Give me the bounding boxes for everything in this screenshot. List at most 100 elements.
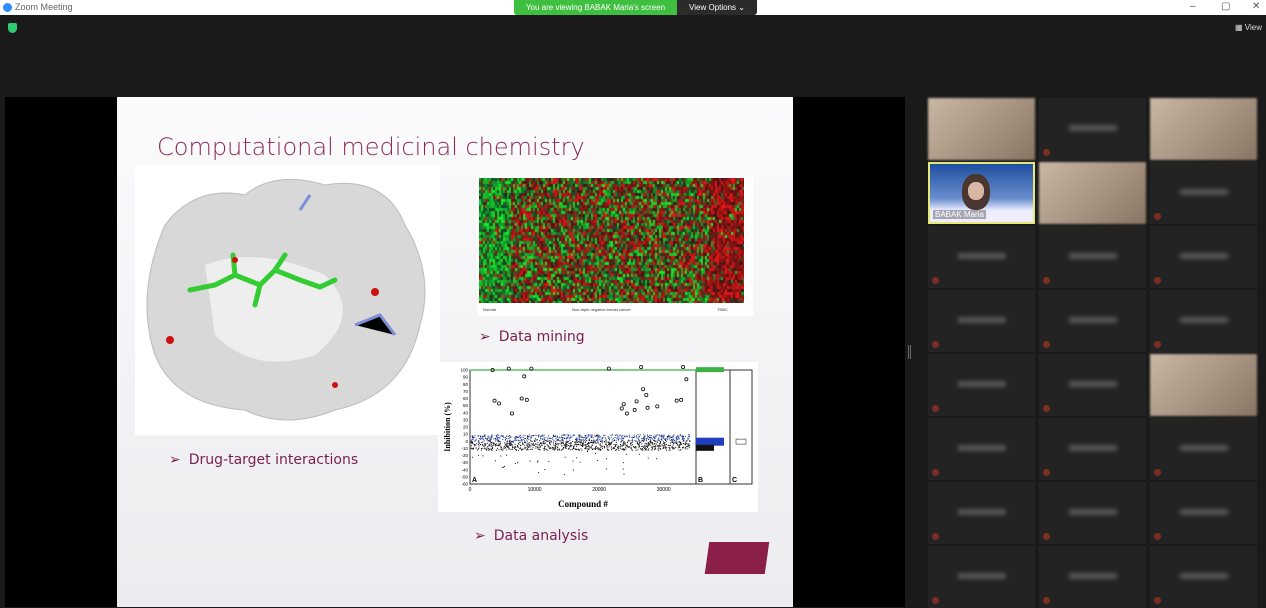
participant-tile[interactable] [1039,418,1146,480]
data-point [649,437,651,439]
data-point [478,454,480,456]
participant-tile[interactable] [1039,546,1146,608]
participant-tile[interactable] [928,226,1035,288]
data-point [678,445,680,447]
data-point [627,446,629,448]
data-point [576,444,578,446]
data-point [518,443,520,445]
data-point [543,443,545,445]
view-options-button[interactable]: View Options ⌄ [677,0,757,15]
data-point [498,434,500,436]
muted-mic-icon [932,341,939,348]
data-point [654,445,656,447]
data-point [514,446,516,448]
participant-tile[interactable] [1150,482,1257,544]
data-point [584,442,586,444]
participant-tile[interactable] [1039,290,1146,352]
panel-c-frame [729,369,753,485]
data-point [601,442,603,444]
participant-tile[interactable] [928,354,1035,416]
data-point [600,449,602,451]
data-point [549,443,551,445]
data-point [503,436,505,438]
data-point [650,444,652,446]
data-point [622,435,624,437]
data-point [524,442,526,444]
data-point [508,440,510,442]
zoom-app-icon [3,3,12,12]
data-point [582,444,584,446]
participant-tile[interactable] [1039,226,1146,288]
data-point [489,438,491,440]
data-point [524,438,526,440]
muted-mic-icon [1043,341,1050,348]
data-point [628,439,630,441]
data-point [557,449,559,451]
data-point [626,442,628,444]
data-point [532,446,534,448]
data-point [500,448,502,450]
data-point [678,449,680,451]
data-point [572,440,574,442]
participant-name-blurred [958,573,1006,579]
data-point [475,444,477,446]
participant-tile[interactable] [1150,290,1257,352]
participant-name-blurred [958,445,1006,451]
participant-tile[interactable] [928,290,1035,352]
participant-tile[interactable] [928,418,1035,480]
data-point [519,436,521,438]
data-point [519,437,521,439]
data-point [553,447,555,449]
data-point [651,446,653,448]
data-point [506,449,508,451]
encryption-shield-icon[interactable] [8,23,17,33]
data-point [577,449,579,451]
participant-tile[interactable] [1039,98,1146,160]
data-point [566,440,568,442]
data-point [626,436,628,438]
data-point [526,448,528,450]
data-point [667,436,669,438]
data-point [495,445,497,447]
data-point [598,447,600,449]
data-point [526,446,528,448]
data-point [633,446,635,448]
data-point [472,438,474,440]
data-point [520,449,522,451]
participant-tile[interactable] [1150,98,1257,160]
participant-tile[interactable] [928,482,1035,544]
data-point [661,438,663,440]
participant-tile[interactable] [1150,162,1257,224]
participant-tile[interactable] [1039,354,1146,416]
data-point [605,440,607,442]
data-point [636,442,638,444]
participant-tile[interactable] [928,98,1035,160]
active-speaker-tile[interactable]: BABAK Maria [928,162,1035,224]
participant-tile[interactable] [1150,354,1257,416]
data-point [495,443,497,445]
participant-name-blurred [1180,445,1228,451]
maximize-button[interactable]: ▢ [1221,1,1231,12]
data-point [538,434,540,436]
data-point [623,441,625,443]
participant-tile[interactable] [1150,546,1257,608]
view-button[interactable]: ▦ View [1235,23,1262,32]
data-point [524,445,526,447]
participant-tile[interactable] [928,546,1035,608]
data-point [521,439,523,441]
splitter-handle[interactable] [908,345,911,359]
minimize-button[interactable]: – [1190,1,1196,12]
data-point [644,436,646,438]
data-point [574,434,576,436]
participant-tile[interactable] [1039,482,1146,544]
participant-tile[interactable] [1150,226,1257,288]
data-point [526,437,528,439]
participant-tile[interactable] [1039,162,1146,224]
data-point [557,444,559,446]
close-button[interactable]: ✕ [1252,1,1261,12]
data-point [597,447,599,449]
data-point [608,441,610,443]
data-point [562,434,564,436]
participant-tile[interactable] [1150,418,1257,480]
data-point [499,444,501,446]
